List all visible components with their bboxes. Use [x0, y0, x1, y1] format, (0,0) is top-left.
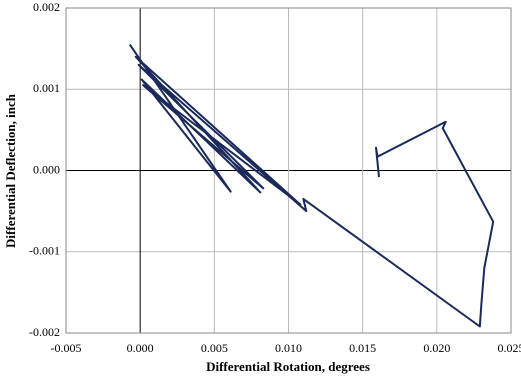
x-axis-title: Differential Rotation, degrees — [206, 359, 370, 374]
x-tick-label: 0.015 — [349, 341, 376, 355]
y-tick-label: -0.001 — [29, 244, 60, 258]
plot-frame — [65, 7, 512, 334]
y-tick-label: 0.002 — [33, 0, 60, 14]
y-tick-label: 0.000 — [33, 162, 60, 176]
data-line — [128, 43, 495, 328]
x-tick-label: 0.010 — [275, 341, 302, 355]
x-tick-label: -0.005 — [51, 341, 82, 355]
x-tick-label: 0.020 — [423, 341, 450, 355]
x-tick-label: 0.005 — [201, 341, 228, 355]
x-tick-label: 0.000 — [127, 341, 154, 355]
y-axis-title: Differential Deflection, inch — [3, 93, 18, 248]
y-tick-label: 0.001 — [33, 81, 60, 95]
x-tick-label: 0.025 — [498, 341, 521, 355]
y-tick-label: -0.002 — [29, 325, 60, 339]
